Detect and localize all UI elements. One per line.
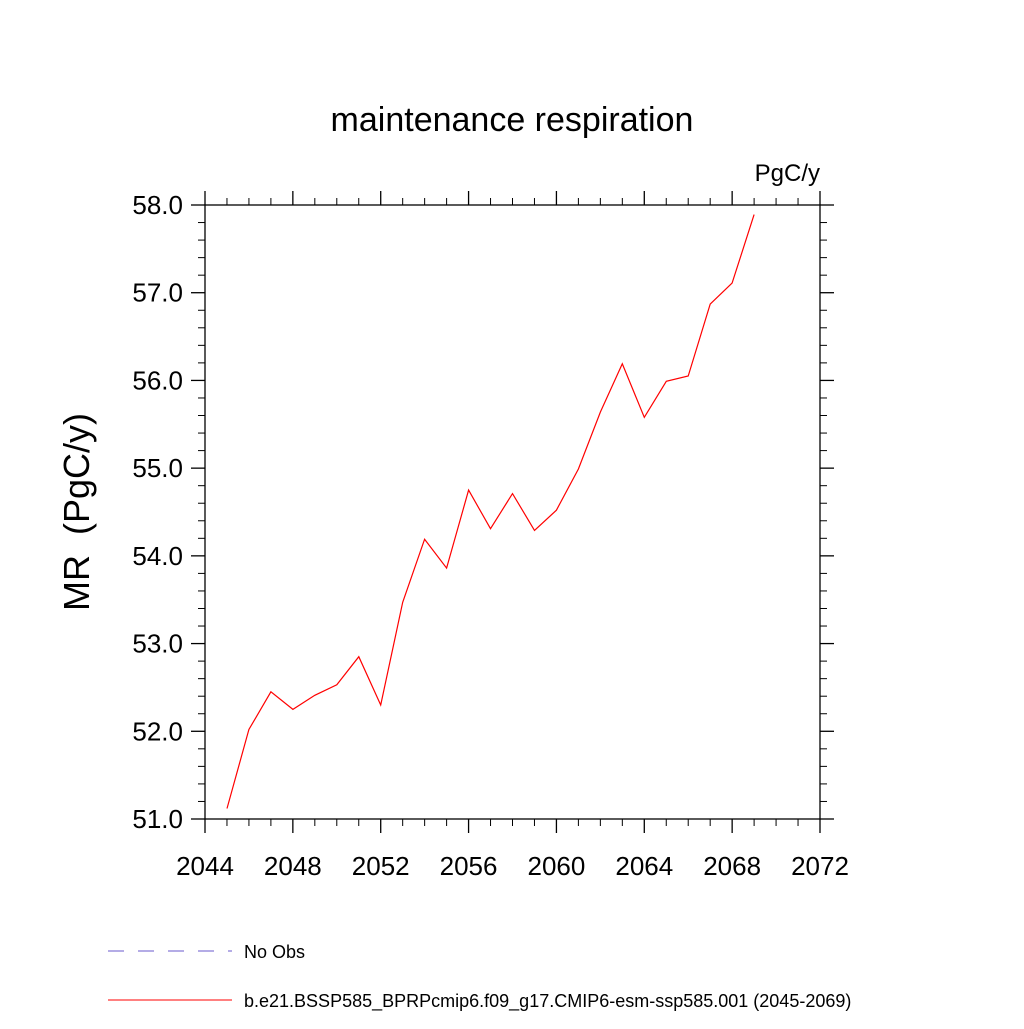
units-label: PgC/y xyxy=(755,160,820,187)
y-tick-label: 53.0 xyxy=(132,629,183,659)
x-tick-label: 2064 xyxy=(615,851,673,881)
y-tick-label: 51.0 xyxy=(132,804,183,834)
x-tick-label: 2068 xyxy=(703,851,761,881)
chart-title: maintenance respiration xyxy=(331,101,694,139)
y-tick-label: 55.0 xyxy=(132,453,183,483)
x-tick-label: 2044 xyxy=(176,851,234,881)
y-tick-label: 57.0 xyxy=(132,278,183,308)
x-tick-label: 2052 xyxy=(352,851,410,881)
x-tick-label: 2056 xyxy=(440,851,498,881)
plot-frame xyxy=(204,204,821,820)
legend-label: No Obs xyxy=(244,942,305,962)
y-tick-label: 52.0 xyxy=(132,716,183,746)
tick-labels: 2044 2048 2052 2056 2060 2064 2068 2072 51.0 52.0… xyxy=(132,190,849,881)
axis-ticks xyxy=(191,191,834,833)
x-tick-label: 2048 xyxy=(264,851,322,881)
y-tick-label: 56.0 xyxy=(132,365,183,395)
y-axis-label: MR (PgC/y) xyxy=(56,413,97,611)
y-tick-label: 54.0 xyxy=(132,541,183,571)
legend-label: b.e21.BSSP585_BPRPcmip6.f09_g17.CMIP6-es… xyxy=(244,991,851,1012)
series-layer xyxy=(226,214,755,809)
legend: No Obs b.e21.BSSP585_BPRPcmip6.f09_g17.CM… xyxy=(108,942,851,1012)
x-tick-label: 2072 xyxy=(791,851,849,881)
series-line xyxy=(226,214,755,809)
x-tick-label: 2060 xyxy=(528,851,586,881)
y-tick-label: 58.0 xyxy=(132,190,183,220)
